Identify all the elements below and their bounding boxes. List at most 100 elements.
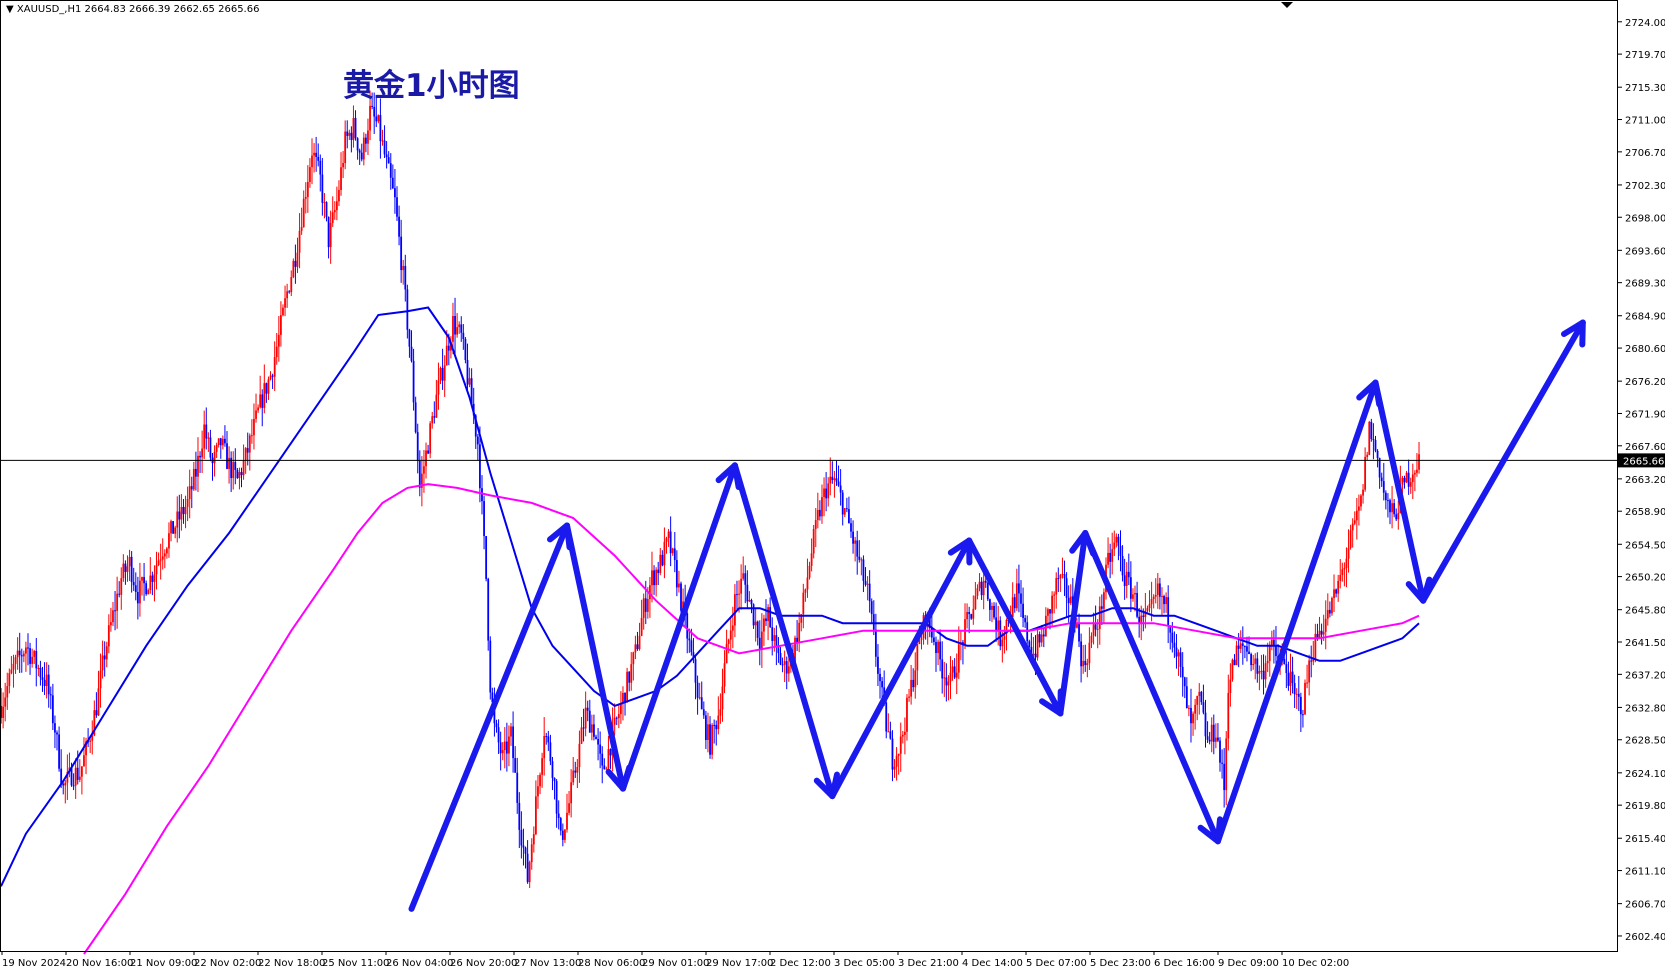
candle-body: [1219, 741, 1221, 763]
candle-body: [568, 803, 570, 813]
candle-body: [207, 438, 209, 439]
candle-body: [1101, 606, 1103, 608]
candle-body: [214, 452, 216, 463]
candle-body: [1186, 686, 1188, 708]
candle-body: [27, 647, 29, 648]
candle-body: [1373, 439, 1375, 440]
candle-body: [755, 622, 757, 626]
candle-body: [1323, 632, 1325, 635]
candle-body: [562, 831, 564, 840]
y-tick-label: 2689.30: [1625, 279, 1665, 290]
candle-body: [6, 686, 8, 697]
candle-body: [780, 653, 782, 664]
candle-body: [1167, 597, 1169, 626]
candle-body: [645, 598, 647, 612]
candle-body: [840, 485, 842, 492]
candle-body: [987, 583, 989, 600]
candle-body: [1258, 671, 1260, 674]
candle-body: [894, 767, 896, 770]
candle-body: [1066, 578, 1068, 598]
candle-body: [1128, 572, 1130, 577]
candle-body: [402, 266, 404, 270]
candle-body: [659, 555, 661, 573]
candle-body: [409, 330, 411, 347]
candle-body: [643, 598, 645, 618]
candle-body: [782, 664, 784, 665]
candle-body: [1242, 643, 1244, 646]
x-tick-label: 22 Nov 02:00: [194, 958, 261, 969]
candle-body: [655, 570, 657, 585]
candle-body: [751, 600, 753, 604]
candle-body: [462, 333, 464, 339]
candle-body: [1157, 583, 1159, 594]
candle-body: [50, 694, 52, 695]
y-tick-label: 2702.30: [1625, 181, 1665, 192]
candle-body: [1265, 663, 1267, 679]
y-tick-label: 2698.00: [1625, 213, 1665, 224]
candle-body: [1165, 597, 1167, 604]
candle-body: [1248, 652, 1250, 654]
collapse-triangle-icon[interactable]: ▼: [6, 4, 14, 15]
candle-body: [210, 438, 212, 458]
candle-body: [809, 566, 811, 578]
candle-body: [218, 438, 220, 445]
candle-body: [564, 830, 566, 840]
candle-body: [734, 594, 736, 625]
candle-body: [1062, 574, 1064, 575]
candle-body: [827, 483, 829, 498]
candle-body: [583, 728, 585, 729]
candle-body: [290, 277, 292, 292]
candle-body: [1416, 470, 1418, 473]
candle-body: [247, 448, 249, 452]
candle-body: [1379, 458, 1381, 477]
candle: [292, 258, 294, 278]
y-tick-label: 2667.60: [1625, 442, 1665, 453]
candle-body: [1024, 618, 1026, 622]
candle-body: [921, 638, 923, 640]
candle-body: [319, 161, 321, 175]
candle-body: [1327, 610, 1329, 619]
candle-body: [535, 796, 537, 834]
candle-body: [390, 163, 392, 178]
candle-body: [1113, 543, 1115, 550]
candle-body: [386, 154, 388, 157]
candle-body: [784, 661, 786, 665]
candle-body: [176, 512, 178, 528]
candle-body: [274, 357, 276, 377]
candle-body: [1136, 593, 1138, 617]
candle-body: [757, 622, 759, 638]
candle-body: [1410, 482, 1412, 487]
x-tick-label: 29 Nov 17:00: [706, 958, 773, 969]
candle-body: [1115, 537, 1117, 543]
candle-body: [952, 666, 954, 672]
candle-body: [1184, 677, 1186, 686]
candle-body: [647, 599, 649, 612]
candle-body: [243, 460, 245, 475]
candle-body: [744, 573, 746, 584]
symbol-info: ▼ XAUUSD_,H1 2664.83 2666.39 2662.65 266…: [6, 4, 259, 15]
candle-body: [1236, 646, 1238, 666]
candle-body: [400, 237, 402, 270]
y-tick-label: 2628.50: [1625, 736, 1665, 747]
candle-body: [1356, 511, 1358, 521]
candle-body: [1375, 440, 1377, 451]
candle-body: [863, 559, 865, 580]
candle-body: [856, 540, 858, 556]
candle-body: [1350, 530, 1352, 548]
candle-body: [1395, 514, 1397, 519]
candle-body: [253, 419, 255, 435]
candle-body: [527, 854, 529, 882]
candle-body: [83, 755, 85, 766]
candle-body: [1296, 694, 1298, 695]
candle-body: [556, 781, 558, 813]
candle-body: [1053, 594, 1055, 595]
candle-body: [1252, 664, 1254, 665]
candle-body: [850, 523, 852, 531]
candle-body: [328, 217, 330, 247]
y-tick-label: 2693.60: [1625, 246, 1665, 257]
candle: [1370, 419, 1372, 442]
y-tick-label: 2632.80: [1625, 703, 1665, 714]
candle-body: [993, 606, 995, 618]
